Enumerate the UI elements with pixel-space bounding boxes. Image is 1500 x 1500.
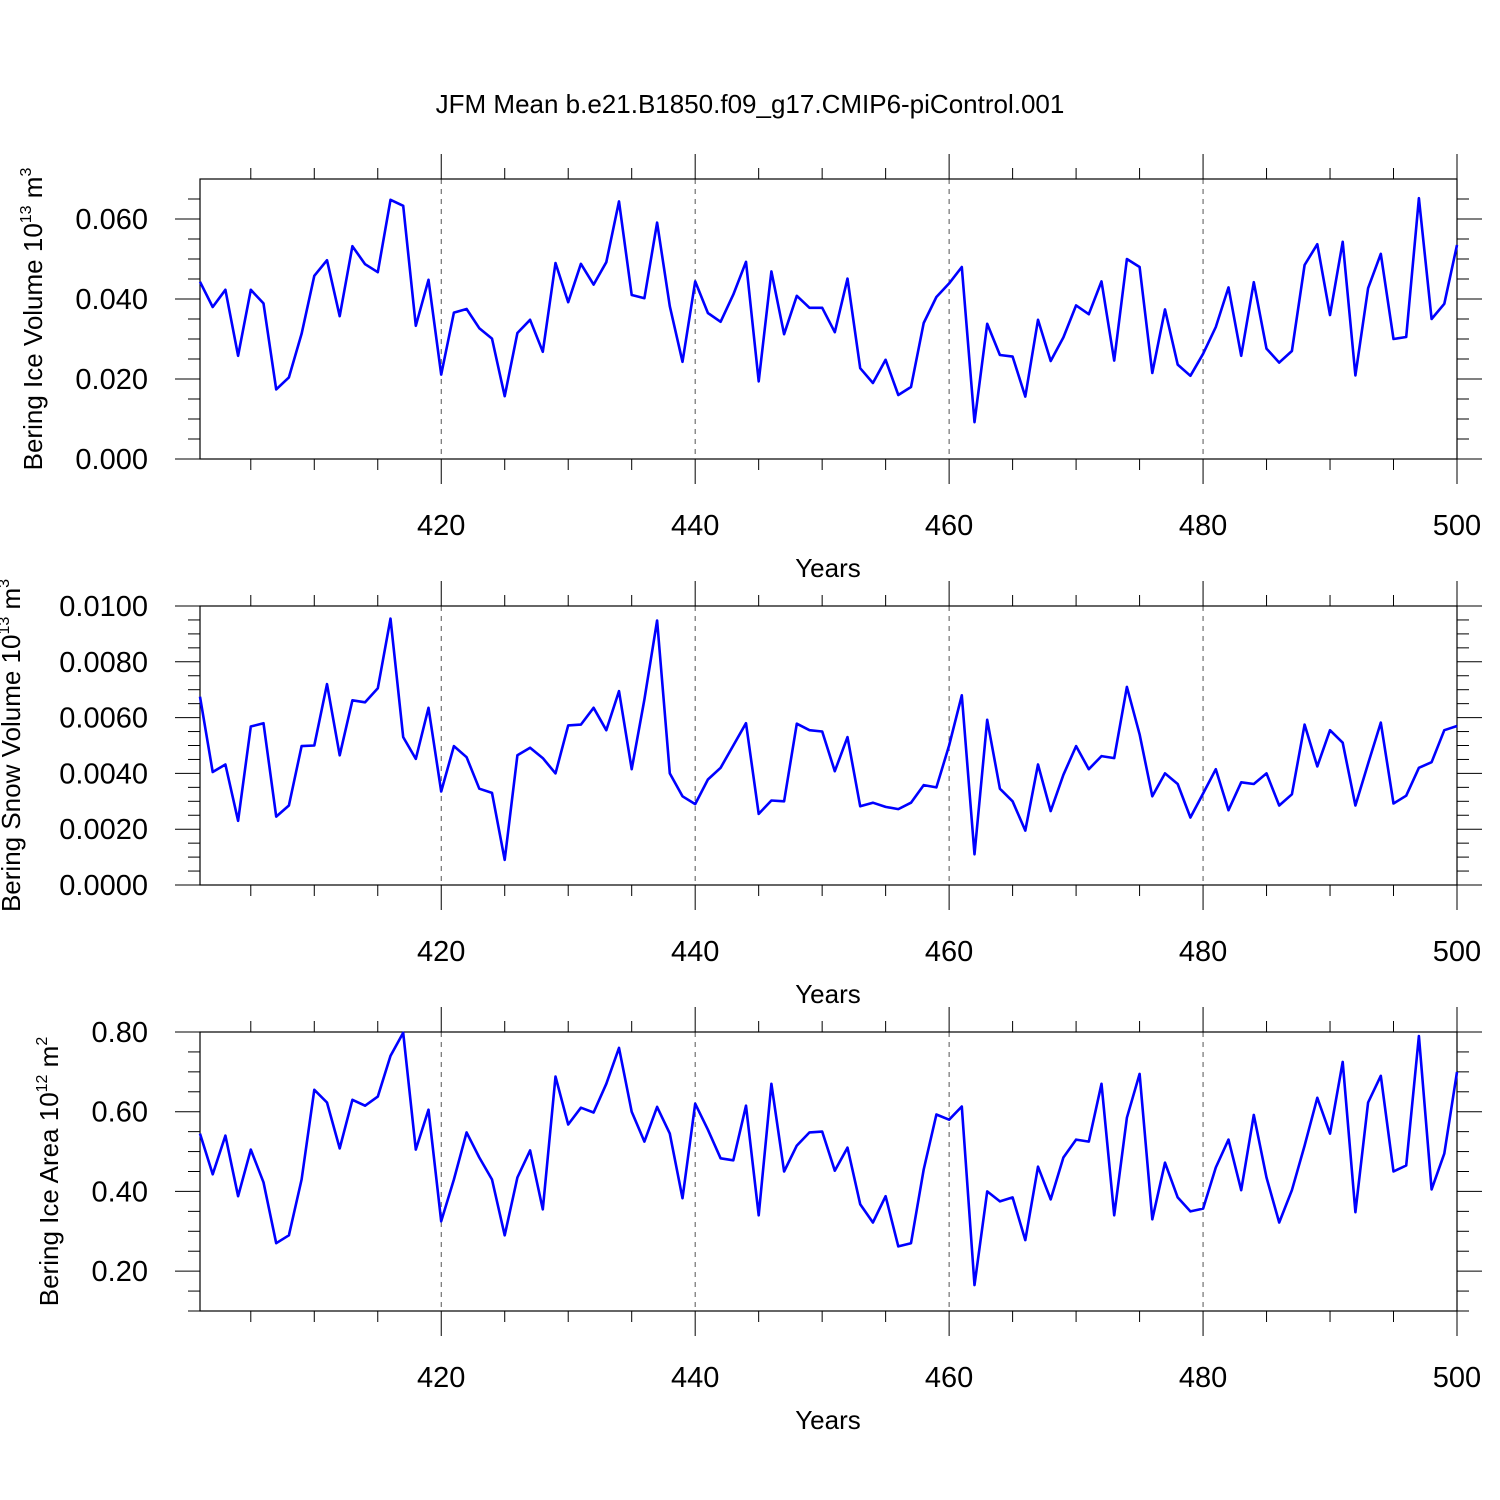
panel-3: 0.20 0.40 0.60 0.80 420 440 460 480 500 Years Beri… (34, 1007, 1482, 1435)
y-axis-title: Bering Ice Area 1012 m2 (34, 1037, 64, 1307)
y-tick-label: 0.40 (92, 1176, 148, 1208)
y-tick-label: 0.0060 (59, 703, 148, 735)
x-tick-label: 420 (417, 936, 465, 968)
y-tick-label: 0.0040 (59, 758, 148, 790)
x-tick-label: 480 (1179, 510, 1227, 542)
panel-1: 0.000 0.020 0.040 0.060 420 440 460 480 500 Years… (18, 154, 1482, 583)
y-axis-title-unit: m (34, 1046, 64, 1075)
y-axis-title-unit-exponent: 3 (18, 168, 35, 177)
x-tick-label: 420 (417, 1362, 465, 1394)
x-tick-label: 460 (925, 510, 973, 542)
y-tick-label: 0.0000 (59, 870, 148, 902)
y-tick-label: 0.80 (92, 1017, 148, 1049)
x-tick-label: 420 (417, 510, 465, 542)
x-tick-label: 500 (1433, 510, 1481, 542)
y-tick-label: 0.0020 (59, 814, 148, 846)
plot-frame (199, 605, 1458, 886)
x-tick-label: 440 (671, 1362, 719, 1394)
y-axis-title-text: Bering Ice Area 10 (34, 1092, 64, 1306)
panel-2: 0.0000 0.0020 0.0040 0.0060 0.0080 0.0100 420 4… (0, 579, 1482, 1009)
x-axis-title: Years (795, 979, 861, 1009)
x-tick-label: 500 (1433, 936, 1481, 968)
series-line (198, 1031, 1459, 1287)
y-tick-label: 0.0100 (59, 591, 148, 623)
y-axis-title-text: Bering Snow Volume 10 (0, 635, 26, 913)
y-tick-label: 0.0080 (59, 647, 148, 679)
y-axis-title: Bering Ice Volume 1013 m3 (18, 168, 48, 471)
x-axis-title: Years (795, 553, 861, 583)
x-tick-label: 480 (1179, 1362, 1227, 1394)
y-tick-label: 0.000 (75, 444, 148, 476)
y-axis-title-exponent: 12 (34, 1074, 51, 1092)
x-tick-label: 500 (1433, 1362, 1481, 1394)
y-axis-title-exponent: 13 (18, 205, 35, 223)
y-axis-title-unit: m (0, 588, 26, 617)
plot-frame (199, 178, 1458, 460)
y-tick-label: 0.040 (75, 284, 148, 316)
x-tick-label: 460 (925, 936, 973, 968)
y-axis-title-text: Bering Ice Volume 10 (18, 223, 48, 470)
panels: 0.000 0.020 0.040 0.060 420 440 460 480 500 Years… (0, 154, 1482, 1435)
y-axis-title-unit-exponent: 3 (0, 579, 13, 588)
plot-frame (199, 1031, 1458, 1312)
y-tick-label: 0.020 (75, 364, 148, 396)
x-axis-title: Years (795, 1405, 861, 1435)
y-axis-title-unit: m (18, 177, 48, 206)
y-tick-label: 0.060 (75, 204, 148, 236)
chart-title: JFM Mean b.e21.B1850.f09_g17.CMIP6-piCon… (436, 89, 1065, 119)
y-axis-title-unit-exponent: 2 (34, 1037, 51, 1046)
x-tick-label: 440 (671, 936, 719, 968)
x-tick-label: 480 (1179, 936, 1227, 968)
series-line (198, 617, 1458, 862)
y-axis-title: Bering Snow Volume 1013 m3 (0, 579, 26, 912)
series-line (198, 196, 1459, 424)
x-tick-label: 460 (925, 1362, 973, 1394)
x-tick-label: 440 (671, 510, 719, 542)
y-tick-label: 0.60 (92, 1097, 148, 1129)
y-tick-label: 0.20 (92, 1256, 148, 1288)
y-axis-title-exponent: 13 (0, 617, 13, 635)
